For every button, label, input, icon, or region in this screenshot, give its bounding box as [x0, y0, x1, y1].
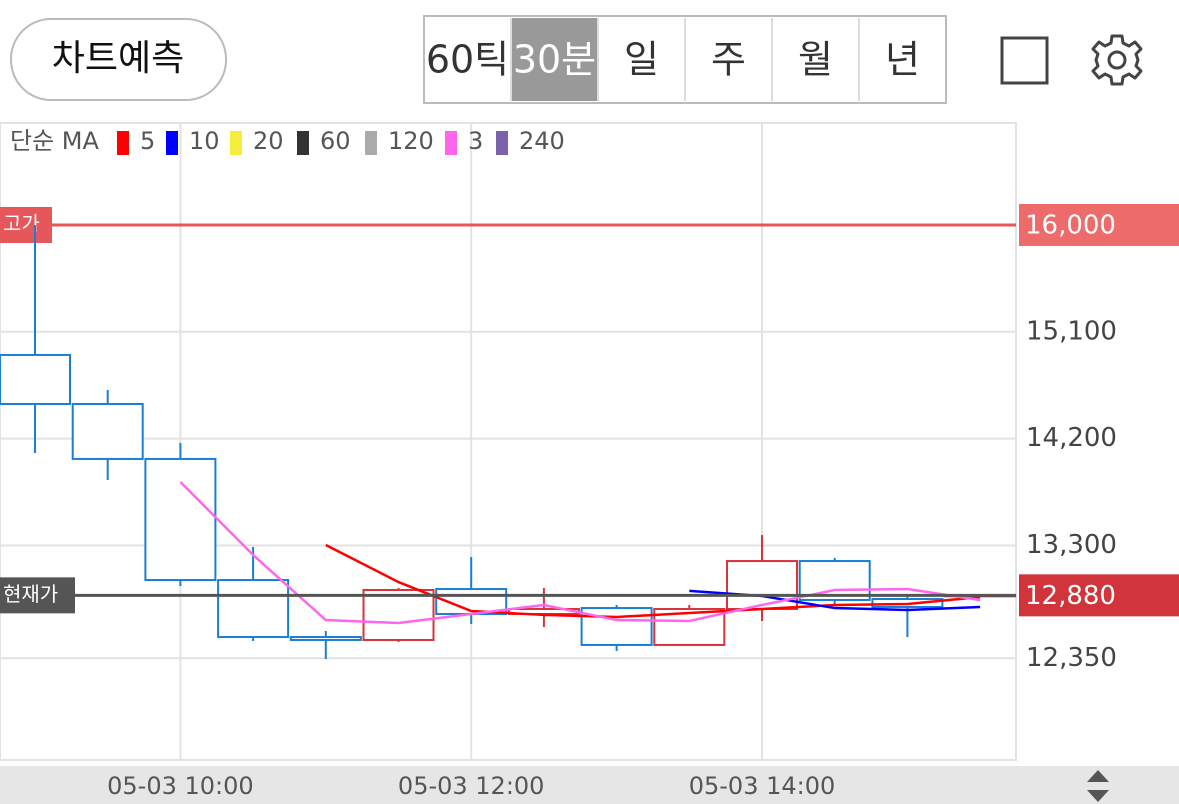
fullscreen-icon[interactable] [1000, 36, 1049, 85]
legend-swatch [117, 131, 129, 155]
period-tabs: 60틱 30분 일 주 월 년 [423, 15, 947, 104]
settings-icon[interactable] [1091, 34, 1143, 86]
x-tick-label: 05-03 12:00 [398, 772, 545, 800]
predict-button[interactable] [10, 18, 227, 101]
predict-button-label[interactable]: 차트예측 [52, 38, 184, 79]
candle-body [362, 589, 435, 641]
price-tag: 16,000 [1025, 210, 1116, 240]
y-tick-label: 13,300 [1026, 530, 1117, 560]
legend-title: 단순 MA [10, 127, 99, 155]
candle-body [144, 457, 217, 582]
candle-body [798, 560, 871, 601]
legend-label: 120 [388, 127, 434, 155]
tab-label[interactable]: 주 [711, 38, 746, 82]
legend-label: 60 [320, 127, 351, 155]
tab-label[interactable]: 월 [798, 38, 833, 82]
legend-swatch [297, 131, 309, 155]
candle-body [580, 607, 653, 646]
legend-label: 5 [140, 127, 155, 155]
legend-swatch [166, 131, 178, 155]
ma-line [179, 481, 981, 625]
price-tag: 12,880 [1025, 581, 1116, 611]
y-tick-label: 15,100 [1026, 316, 1117, 346]
line-tag: 고가 [3, 211, 40, 235]
tab-label[interactable]: 일 [624, 38, 659, 82]
price-tag-box [1019, 203, 1179, 246]
y-tick-label: 12,350 [1026, 643, 1117, 673]
candle-body [217, 579, 290, 639]
candle-body [289, 636, 362, 641]
candle-body [0, 353, 71, 405]
legend-label: 3 [468, 127, 483, 155]
legend-swatch [496, 131, 508, 155]
tab-label[interactable]: 60틱 [426, 38, 509, 82]
legend-label: 20 [253, 127, 284, 155]
x-tick-label: 05-03 10:00 [107, 772, 254, 800]
line-tag-box [0, 206, 52, 243]
legend-swatch [230, 131, 242, 155]
line-tag: 현재가 [3, 582, 58, 606]
candle-body [726, 560, 798, 611]
legend-label: 10 [189, 127, 220, 155]
legend-swatch [365, 131, 377, 155]
scroll-arrows[interactable] [1087, 770, 1109, 802]
line-tag-box [0, 577, 75, 614]
tab-selected [511, 18, 598, 101]
legend-swatch [445, 131, 457, 155]
y-tick-label: 14,200 [1026, 423, 1117, 453]
x-tick-label: 05-03 14:00 [689, 772, 836, 800]
plot-border [0, 122, 1017, 761]
x-axis-band [0, 766, 1179, 804]
tab-label[interactable]: 30분 [513, 38, 596, 82]
plot: 15,100 14,200 13,300 12,350 05-03 10:00 05-03… [0, 123, 1179, 800]
price-tag-box [1019, 574, 1179, 617]
candle-body [71, 402, 144, 460]
tab-label[interactable]: 년 [885, 38, 920, 82]
legend-label: 240 [519, 127, 565, 155]
